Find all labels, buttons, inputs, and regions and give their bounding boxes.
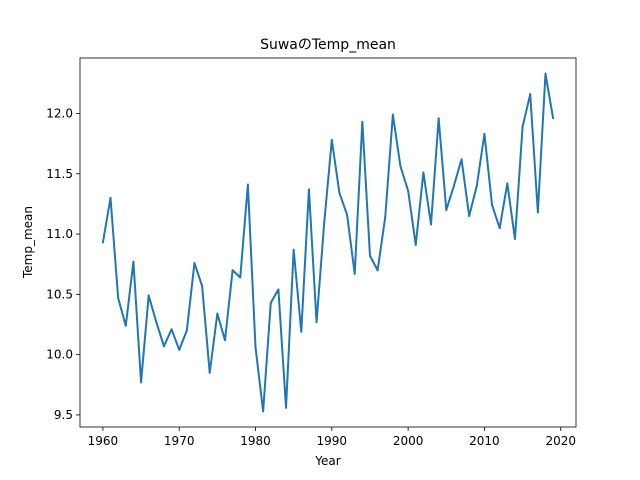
data-point (239, 276, 242, 279)
data-point (330, 139, 333, 141)
data-point (101, 241, 104, 244)
data-point (552, 117, 555, 120)
y-tick-label: 11.5 (46, 167, 73, 181)
data-point (452, 184, 455, 187)
axes-frame (79, 57, 577, 428)
plot-area (79, 57, 577, 428)
x-tick-label: 2010 (469, 434, 500, 448)
data-point (193, 262, 196, 264)
data-point (155, 321, 158, 324)
data-point (140, 381, 143, 384)
y-axis-ticks: 9.5 10.0 10.5 11.0 11.5 12.0 (46, 106, 80, 422)
data-point (162, 345, 165, 348)
data-point (315, 321, 318, 324)
data-point (437, 117, 440, 120)
data-point (513, 237, 516, 240)
data-point (292, 248, 295, 251)
data-point (117, 296, 120, 299)
x-tick-label: 1990 (317, 434, 348, 448)
data-point (185, 329, 188, 332)
data-point (178, 348, 181, 351)
data-point (307, 188, 310, 191)
data-point (338, 192, 341, 195)
data-point (346, 213, 349, 216)
data-point (262, 410, 265, 413)
y-axis-label: Temp_mean (21, 206, 35, 279)
data-point (498, 227, 501, 230)
data-point (491, 204, 494, 207)
x-axis-label: Year (314, 454, 340, 468)
data-point (422, 171, 425, 174)
x-tick-label: 1960 (88, 434, 119, 448)
data-point (254, 346, 257, 349)
data-point (399, 165, 402, 168)
y-tick-label: 10.5 (46, 287, 73, 301)
data-point (216, 312, 219, 315)
data-point (430, 223, 433, 226)
x-axis-ticks: 1960 1970 1980 1990 2000 2010 2020 (88, 427, 576, 448)
data-point (269, 301, 272, 304)
y-tick-label: 9.5 (54, 408, 73, 422)
data-point (414, 243, 417, 246)
data-point (246, 183, 249, 186)
data-point (170, 328, 173, 331)
data-point (201, 284, 204, 287)
data-point (109, 196, 112, 199)
data-point (521, 125, 524, 128)
data-point (124, 324, 127, 327)
data-point (468, 214, 471, 217)
data-point (529, 93, 532, 96)
y-tick-label: 11.0 (46, 227, 73, 241)
data-point (445, 208, 448, 211)
data-point (208, 371, 211, 374)
series-line-0 (101, 72, 555, 413)
data-point (368, 254, 371, 257)
data-point (391, 113, 394, 116)
x-tick-label: 2020 (545, 434, 576, 448)
y-tick-label: 10.0 (46, 348, 73, 362)
data-point (483, 132, 486, 135)
data-point (353, 272, 356, 275)
data-point (285, 406, 288, 409)
data-point (376, 269, 379, 272)
x-tick-label: 1970 (164, 434, 195, 448)
data-point (536, 211, 539, 214)
data-point (384, 216, 387, 219)
x-tick-label: 2000 (393, 434, 424, 448)
data-point (231, 269, 234, 272)
data-point (223, 339, 226, 342)
data-point (277, 288, 280, 291)
data-point (506, 182, 509, 185)
y-tick-label: 12.0 (46, 106, 73, 120)
data-point (300, 330, 303, 333)
data-point (460, 158, 463, 161)
data-point (132, 260, 135, 263)
x-tick-label: 1980 (240, 434, 271, 448)
data-point (407, 189, 410, 192)
data-point (361, 120, 364, 123)
data-point (323, 222, 326, 225)
chart-title: SuwaのTemp_mean (260, 37, 396, 53)
data-point (544, 72, 547, 75)
data-point (147, 294, 150, 297)
data-point (475, 184, 478, 187)
